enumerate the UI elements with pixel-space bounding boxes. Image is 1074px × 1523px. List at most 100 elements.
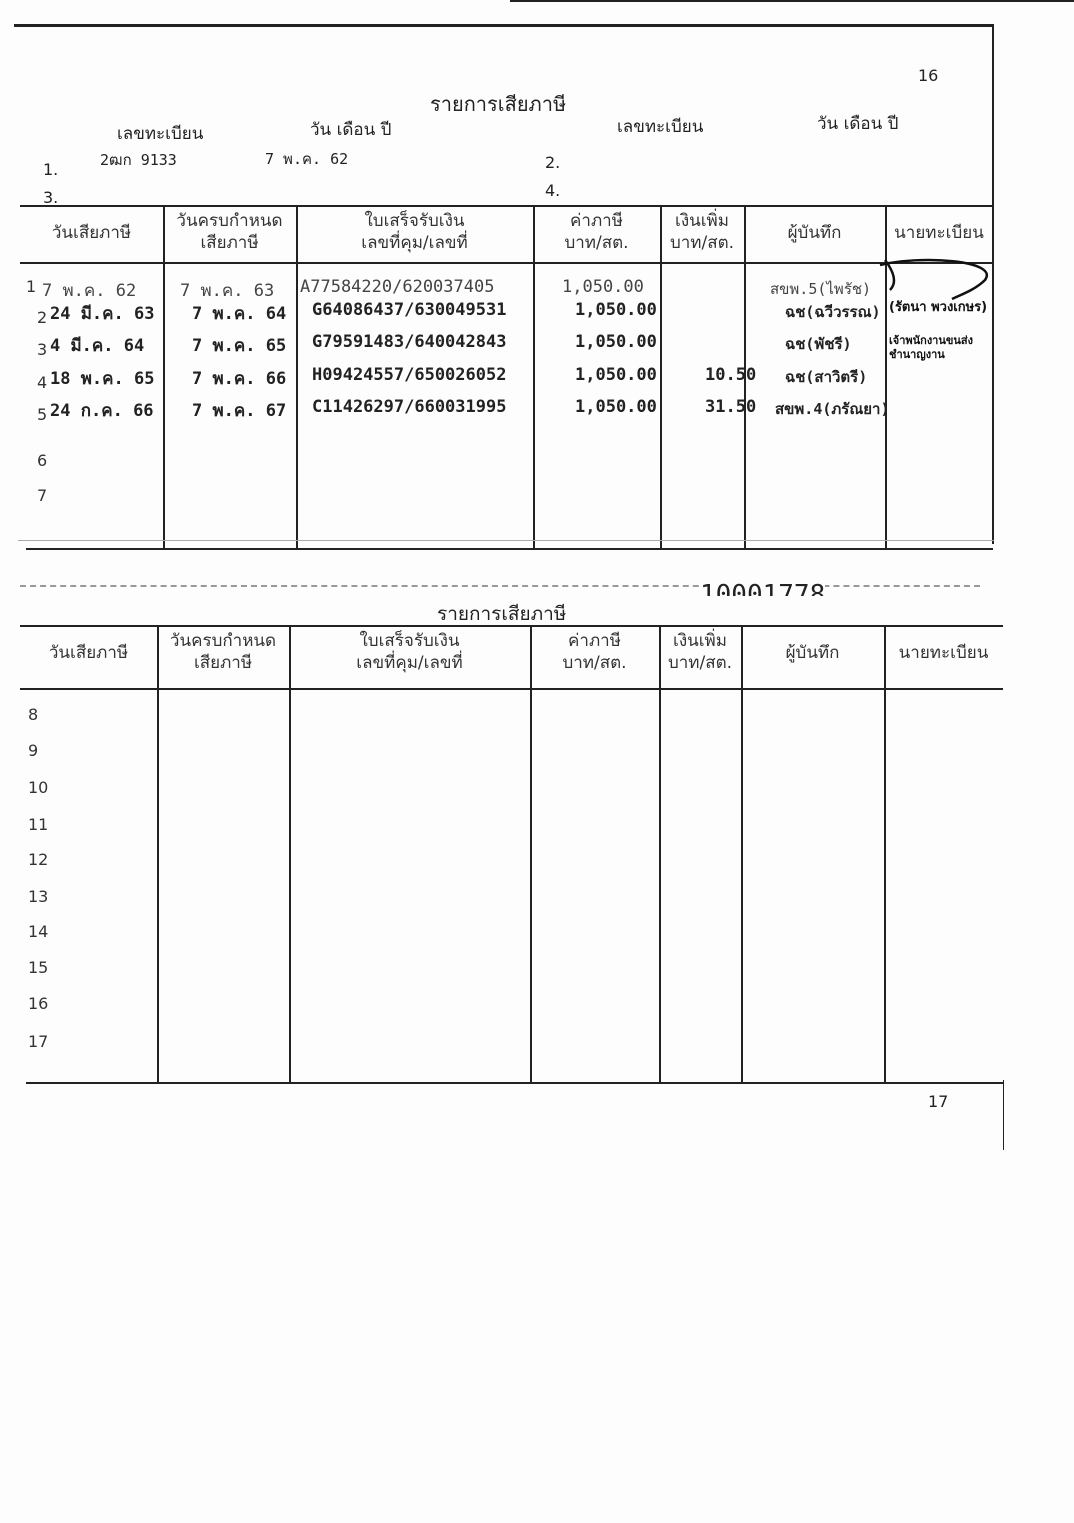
table-bottom-line bbox=[26, 548, 993, 550]
column-header: ใบเสร็จรับเงิน เลขที่คุม/เลขที่ bbox=[361, 211, 468, 253]
recorder-name: ฉช(ฉวีวรรณ) bbox=[785, 303, 881, 321]
row-number: 3 bbox=[37, 340, 48, 359]
column-divider bbox=[296, 205, 298, 548]
surcharge-amount: 31.50 bbox=[705, 397, 757, 417]
row-number: 10 bbox=[28, 778, 49, 797]
paid-date: 24 ก.ค. 66 bbox=[50, 401, 154, 421]
column-divider bbox=[289, 625, 291, 1082]
table-top-line bbox=[20, 625, 1003, 627]
column-divider bbox=[157, 625, 159, 1082]
column-header: เงินเพิ่ม บาท/สต. bbox=[667, 631, 733, 673]
header-bottom-line bbox=[20, 688, 1003, 690]
stamp-name: (รัตนา พวงเกษร) bbox=[889, 300, 988, 315]
registration-date: 7 พ.ค. 62 bbox=[265, 150, 349, 168]
receipt-number: C11426297/660031995 bbox=[312, 397, 507, 417]
row-number: 14 bbox=[28, 922, 49, 941]
row-number: 9 bbox=[28, 741, 39, 760]
signature-icon bbox=[879, 258, 989, 300]
tax-amount: 1,050.00 bbox=[562, 277, 644, 297]
paid-date: 18 พ.ค. 65 bbox=[50, 369, 155, 389]
column-divider bbox=[741, 625, 743, 1082]
paid-date: 4 มี.ค. 64 bbox=[50, 336, 145, 356]
column-header: เงินเพิ่ม บาท/สต. bbox=[669, 211, 735, 253]
column-divider bbox=[163, 205, 165, 548]
right-border bbox=[992, 24, 994, 544]
column-divider bbox=[533, 205, 535, 548]
column-divider bbox=[884, 625, 886, 1082]
slot-number: 2. bbox=[545, 153, 561, 172]
row-number: 17 bbox=[28, 1032, 49, 1051]
tax-amount: 1,050.00 bbox=[575, 332, 657, 352]
perforation bbox=[20, 585, 980, 587]
column-header: วันเสียภาษี bbox=[51, 223, 132, 243]
recorder-name: ฉช(พัชรี) bbox=[785, 335, 852, 353]
divider bbox=[18, 540, 994, 541]
date-label-left: วัน เดือน ปี bbox=[310, 120, 392, 140]
scan-edge bbox=[510, 0, 1074, 2]
column-header: ค่าภาษี บาท/สต. bbox=[564, 211, 629, 253]
row-number: 5 bbox=[37, 405, 48, 424]
row-number: 11 bbox=[28, 815, 49, 834]
row-number: 4 bbox=[37, 373, 48, 392]
surcharge-amount: 10.50 bbox=[705, 365, 757, 385]
tax-amount: 1,050.00 bbox=[575, 397, 657, 417]
due-date: 7 พ.ค. 63 bbox=[180, 281, 275, 301]
reg-label-right: เลขทะเบียน bbox=[617, 117, 704, 137]
column-header: วันครบกำหนด เสียภาษี bbox=[176, 211, 283, 253]
column-divider bbox=[744, 205, 746, 548]
column-header: ผู้บันทึก bbox=[785, 643, 840, 663]
right-border bbox=[1003, 1080, 1004, 1150]
stamp-position: เจ้าพนักงานขนส่งชำนาญงาน bbox=[889, 334, 974, 361]
tax-amount: 1,050.00 bbox=[575, 365, 657, 385]
row-number: 7 bbox=[37, 486, 48, 505]
section1-title: รายการเสียภาษี bbox=[430, 92, 567, 116]
row-number: 13 bbox=[28, 887, 49, 906]
row-number: 16 bbox=[28, 994, 49, 1013]
recorder-name: ฉช(สาวิตรี) bbox=[785, 368, 868, 386]
receipt-number: A77584220/620037405 bbox=[300, 277, 495, 297]
column-header: วันเสียภาษี bbox=[48, 643, 129, 663]
section2-title: รายการเสียภาษี bbox=[437, 603, 567, 625]
slot-number: 3. bbox=[43, 188, 59, 207]
column-header: นายทะเบียน bbox=[894, 223, 984, 243]
row-number: 6 bbox=[37, 451, 48, 470]
column-header: ผู้บันทึก bbox=[787, 223, 842, 243]
plate-number: 2ฒก 9133 bbox=[100, 151, 177, 169]
paid-date: 7 พ.ค. 62 bbox=[42, 281, 137, 301]
column-divider bbox=[530, 625, 532, 1082]
due-date: 7 พ.ค. 66 bbox=[192, 369, 287, 389]
column-header: วันครบกำหนด เสียภาษี bbox=[169, 631, 277, 673]
table-bottom-line bbox=[26, 1082, 1003, 1084]
row-number: 1 bbox=[26, 277, 37, 296]
table-top-line bbox=[20, 205, 993, 207]
receipt-number: G79591483/640042843 bbox=[312, 332, 507, 352]
due-date: 7 พ.ค. 67 bbox=[192, 401, 287, 421]
due-date: 7 พ.ค. 64 bbox=[192, 304, 287, 324]
column-header: นายทะเบียน bbox=[898, 643, 989, 663]
recorder-name: สขพ.4(ภรัณยา) bbox=[775, 400, 890, 418]
date-label-right: วัน เดือน ปี bbox=[817, 114, 899, 134]
tax-amount: 1,050.00 bbox=[575, 300, 657, 320]
due-date: 7 พ.ค. 65 bbox=[192, 336, 287, 356]
column-divider bbox=[660, 205, 662, 548]
slot-number: 4. bbox=[545, 181, 561, 200]
page-number-bottom: 17 bbox=[928, 1092, 949, 1111]
row-number: 2 bbox=[37, 308, 48, 327]
row-number: 12 bbox=[28, 850, 49, 869]
header-bottom-line bbox=[20, 262, 993, 264]
receipt-number: G64086437/630049531 bbox=[312, 300, 507, 320]
reg-label-left: เลขทะเบียน bbox=[117, 124, 204, 144]
recorder-name: สขพ.5(ไพรัช) bbox=[770, 280, 872, 298]
column-header: ค่าภาษี บาท/สต. bbox=[562, 631, 627, 673]
paid-date: 24 มี.ค. 63 bbox=[50, 304, 155, 324]
receipt-number: H09424557/650026052 bbox=[312, 365, 507, 385]
row-number: 15 bbox=[28, 958, 49, 977]
row-number: 8 bbox=[28, 705, 39, 724]
page-number-top: 16 bbox=[918, 66, 939, 85]
slot-number: 1. bbox=[43, 160, 59, 179]
serial-number: 10001778 bbox=[700, 576, 826, 596]
column-divider bbox=[885, 205, 887, 548]
column-divider bbox=[659, 625, 661, 1082]
column-header: ใบเสร็จรับเงิน เลขที่คุม/เลขที่ bbox=[356, 631, 463, 673]
